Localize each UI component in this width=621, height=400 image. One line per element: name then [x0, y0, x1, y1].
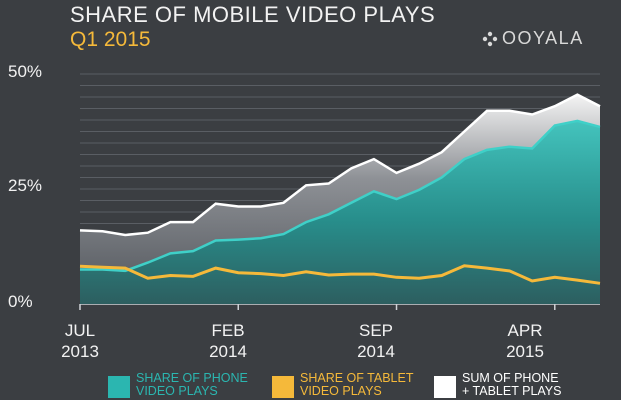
y-tick-label: 0% [8, 292, 33, 311]
tablet-line [79, 264, 601, 285]
legend-swatch [108, 376, 130, 398]
x-tick-label: APR 2015 [506, 321, 544, 361]
x-tick-label: SEP 2014 [357, 321, 395, 361]
ooyala-dots-icon [482, 31, 498, 46]
y-tick-label: 50% [8, 62, 43, 81]
y-tick-label: 25% [8, 176, 43, 195]
phone-area [80, 120, 600, 305]
legend-item-phone: SHARE OF PHONE VIDEO PLAYS [108, 372, 248, 400]
legend-label: SUM OF PHONE + TABLET PLAYS [462, 371, 562, 398]
phone-line [80, 119, 601, 273]
chart-subtitle: Q1 2015 [70, 28, 151, 51]
legend-item-tablet: SHARE OF TABLET VIDEO PLAYS [272, 372, 413, 400]
sum-line [79, 93, 601, 237]
legend-swatch [434, 376, 456, 398]
legend-label: SHARE OF PHONE VIDEO PLAYS [136, 371, 248, 398]
brand-name: OOYALA [502, 28, 584, 48]
x-tick-label: JUL 2013 [61, 321, 99, 361]
x-axis-ticks [79, 304, 556, 310]
chart-title: SHARE OF MOBILE VIDEO PLAYS [70, 2, 436, 27]
x-tick-label: FEB 2014 [209, 321, 247, 361]
legend-label: SHARE OF TABLET VIDEO PLAYS [300, 371, 414, 398]
legend-item-sum: SUM OF PHONE + TABLET PLAYS [434, 372, 561, 400]
brand-logo: OOYALA [482, 28, 584, 49]
legend-swatch [272, 376, 294, 398]
